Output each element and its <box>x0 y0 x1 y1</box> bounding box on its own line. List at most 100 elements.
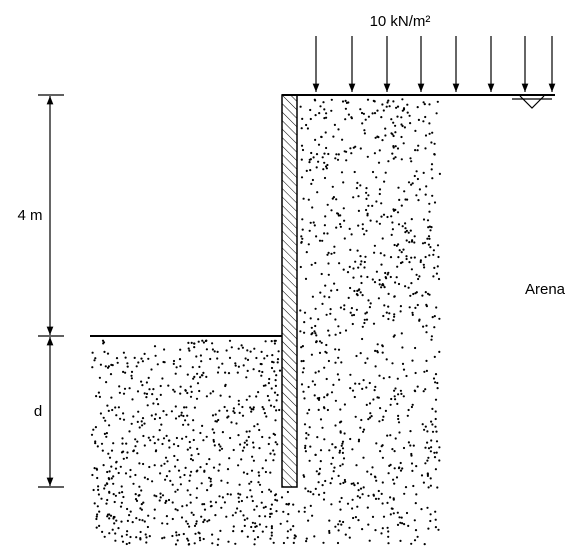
soil-dot <box>434 510 437 513</box>
soil-dot <box>242 364 245 367</box>
soil-dot <box>176 539 179 542</box>
soil-dot <box>394 281 397 284</box>
soil-dot <box>98 524 101 528</box>
soil-dot <box>305 537 308 540</box>
soil-dot <box>309 445 312 448</box>
soil-dot <box>109 514 113 517</box>
soil-dot <box>389 256 393 259</box>
soil-dot <box>429 450 432 453</box>
soil-dot <box>407 524 410 528</box>
soil-dot <box>379 407 382 410</box>
soil-dot <box>202 341 205 344</box>
soil-dot <box>393 395 396 398</box>
soil-dot <box>323 161 326 164</box>
soil-dot <box>310 151 313 155</box>
soil-dot <box>199 354 202 357</box>
soil-dot <box>433 326 436 329</box>
soil-dot <box>173 454 176 458</box>
soil-dot <box>339 482 342 485</box>
soil-dot <box>371 466 374 469</box>
soil-dot <box>393 315 396 318</box>
soil-dot <box>366 357 369 360</box>
soil-dot <box>433 142 436 145</box>
soil-dot <box>143 352 146 355</box>
soil-dot <box>429 484 432 487</box>
soil-dot <box>193 342 196 345</box>
soil-dot <box>315 470 318 473</box>
soil-dot <box>354 260 357 263</box>
soil-dot <box>344 107 347 110</box>
soil-dot <box>126 530 129 533</box>
soil-dot <box>182 532 185 536</box>
soil-dot <box>119 465 122 468</box>
soil-dot <box>217 366 220 369</box>
soil-dot <box>378 374 381 377</box>
soil-dot <box>122 450 125 453</box>
soil-dot <box>337 474 340 477</box>
soil-dot <box>269 404 273 407</box>
soil-dot <box>345 150 348 153</box>
soil-dot <box>317 370 320 373</box>
soil-dot <box>136 420 139 423</box>
soil-dot <box>365 208 368 212</box>
soil-dot <box>422 481 425 484</box>
soil-dot <box>187 539 190 542</box>
soil-dot <box>94 440 97 443</box>
soil-dot <box>348 526 351 529</box>
soil-dot <box>418 319 421 322</box>
soil-dot <box>392 100 395 103</box>
soil-dot <box>242 514 245 517</box>
soil-dot <box>189 493 192 496</box>
soil-dot <box>314 371 317 374</box>
soil-dot <box>211 414 215 417</box>
soil-dot <box>185 520 188 523</box>
soil-dot <box>400 158 403 161</box>
soil-dot <box>410 452 413 456</box>
soil-dot <box>366 506 369 509</box>
soil-dot <box>337 128 340 131</box>
soil-dot <box>121 442 124 445</box>
soil-dot <box>430 163 434 166</box>
soil-dot <box>160 464 163 467</box>
soil-dot <box>196 447 199 450</box>
soil-dot <box>171 517 174 521</box>
soil-dot <box>396 265 399 268</box>
soil-dot <box>362 428 366 431</box>
soil-dot <box>407 231 410 234</box>
soil-dot <box>402 446 406 450</box>
soil-dot <box>146 404 149 407</box>
soil-dot <box>422 263 425 266</box>
soil-dot <box>115 357 119 360</box>
soil-dot <box>313 330 316 333</box>
soil-dot <box>381 481 384 484</box>
soil-dot <box>341 451 344 454</box>
soil-dot <box>274 379 277 382</box>
soil-dot <box>141 519 144 522</box>
soil-dot <box>357 438 361 441</box>
soil-dot <box>397 256 400 259</box>
soil-dot <box>195 496 198 499</box>
soil-dot <box>152 388 155 391</box>
soil-dot <box>177 444 180 448</box>
soil-dot <box>269 471 272 474</box>
soil-dot <box>114 406 117 409</box>
soil-dot <box>252 441 255 444</box>
soil-dot <box>309 221 312 224</box>
soil-dot <box>104 365 107 368</box>
soil-dot <box>270 340 273 343</box>
soil-dot <box>302 390 305 393</box>
soil-dot <box>381 103 384 106</box>
soil-dot <box>101 339 105 342</box>
soil-dot <box>300 346 303 349</box>
soil-dot <box>321 239 324 242</box>
soil-dot <box>411 313 414 316</box>
soil-dot <box>190 511 193 514</box>
soil-dot <box>277 350 280 353</box>
soil-dot <box>274 384 277 387</box>
soil-dot <box>134 438 137 441</box>
soil-dot <box>332 383 335 386</box>
soil-dot <box>381 345 384 348</box>
soil-dot <box>387 271 390 274</box>
soil-dot <box>232 530 235 533</box>
soil-dot <box>337 356 340 359</box>
